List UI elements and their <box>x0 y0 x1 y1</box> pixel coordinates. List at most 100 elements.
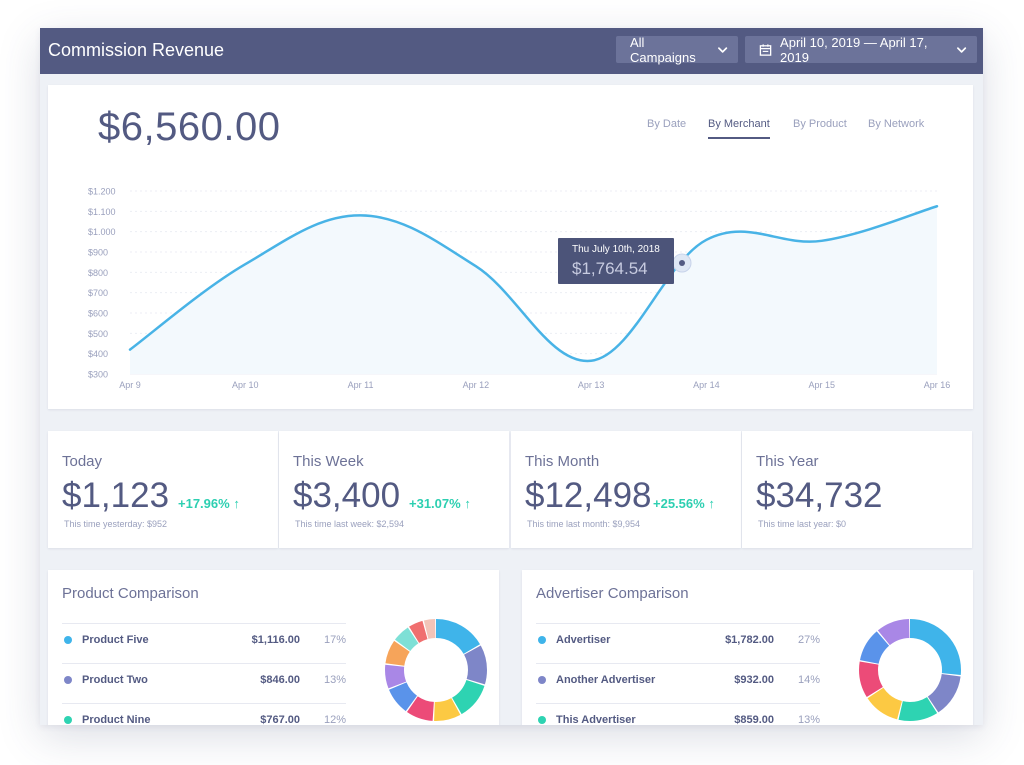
campaigns-dropdown-label: All Campaigns <box>630 34 696 65</box>
item-percent: 14% <box>797 674 820 686</box>
y-tick-label: $600 <box>88 309 108 319</box>
area-fill <box>130 206 937 374</box>
x-tick-label: Apr 9 <box>119 380 141 390</box>
arrow-up-icon: ↑ <box>708 496 715 511</box>
y-tick-label: $1.100 <box>88 207 116 217</box>
x-tick-label: Apr 16 <box>924 380 951 390</box>
tooltip-value: $1,764.54 <box>572 259 648 278</box>
item-amount: $846.00 <box>260 674 300 686</box>
legend-dot <box>538 676 546 684</box>
page-title: Commission Revenue <box>48 40 225 60</box>
chevron-down-icon <box>717 46 727 53</box>
x-tick-label: Apr 11 <box>348 380 374 390</box>
donut-segment[interactable] <box>859 619 961 721</box>
donut-segment[interactable] <box>385 619 487 721</box>
stat-label: This Month <box>525 453 600 470</box>
tab-by-network[interactable]: By Network <box>868 118 925 130</box>
legend-dot <box>64 636 72 644</box>
period-stats: Today $1,123 +17.96% ↑ This time yesterd… <box>48 431 973 548</box>
item-percent: 12% <box>323 714 346 725</box>
item-percent: 13% <box>323 674 346 686</box>
advertiser-donut-chart <box>859 619 961 721</box>
list-item[interactable]: Product Nine $767.00 12% <box>62 703 346 725</box>
stat-comparison: This time last year: $0 <box>758 519 847 529</box>
stat-card-this-month: This Month $12,498 +25.56% ↑ This time l… <box>511 431 741 548</box>
item-name: This Advertiser <box>556 714 636 725</box>
donut-segment[interactable] <box>859 619 961 721</box>
stat-label: This Week <box>293 453 364 470</box>
list-item[interactable]: Advertiser $1,782.00 27% <box>536 623 820 663</box>
stat-comparison: This time last week: $2,594 <box>295 519 405 529</box>
tab-by-merchant[interactable]: By Merchant <box>708 118 770 130</box>
product-comparison-card: Product Comparison Product Five $1,116.0… <box>48 570 499 725</box>
stat-change: +31.07% ↑ <box>409 496 471 511</box>
product-donut-chart <box>385 619 487 721</box>
y-tick-label: $800 <box>88 268 108 278</box>
item-name: Another Advertiser <box>556 674 656 686</box>
arrow-up-icon: ↑ <box>233 496 240 511</box>
stat-value: $34,732 <box>756 476 883 515</box>
campaigns-dropdown[interactable]: All Campaigns <box>616 34 738 65</box>
list-item[interactable]: This Advertiser $859.00 13% <box>536 703 820 725</box>
item-amount: $1,782.00 <box>725 634 774 646</box>
advertiser-list: Advertiser $1,782.00 27% Another Adverti… <box>536 623 820 725</box>
stat-card-today: Today $1,123 +17.96% ↑ This time yesterd… <box>48 431 278 548</box>
item-amount: $932.00 <box>734 674 774 686</box>
donut-segment[interactable] <box>385 619 487 721</box>
tab-by-date[interactable]: By Date <box>647 118 687 130</box>
y-tick-label: $400 <box>88 349 108 359</box>
stat-value: $1,123 <box>62 476 170 515</box>
item-amount: $859.00 <box>734 714 774 725</box>
product-list: Product Five $1,116.00 17% Product Two $… <box>62 623 346 725</box>
stat-value: $3,400 <box>293 476 401 515</box>
y-tick-label: $1.000 <box>88 227 116 237</box>
top-bar: Commission Revenue All Campaigns April 1… <box>40 28 983 74</box>
stat-value: $12,498 <box>525 476 652 515</box>
list-item[interactable]: Product Five $1,116.00 17% <box>62 623 346 663</box>
active-tab-indicator <box>708 137 770 139</box>
x-tick-label: Apr 13 <box>578 380 605 390</box>
x-tick-label: Apr 10 <box>232 380 259 390</box>
legend-dot <box>64 676 72 684</box>
donut-segment[interactable] <box>385 619 487 721</box>
dashboard-window: Commission Revenue All Campaigns April 1… <box>40 28 983 725</box>
stat-label: This Year <box>756 453 819 470</box>
stat-change: +25.56% ↑ <box>653 496 715 511</box>
donut-segment[interactable] <box>859 619 961 721</box>
chevron-down-icon <box>956 46 966 53</box>
stat-label: Today <box>62 453 103 470</box>
item-percent: 27% <box>797 634 820 646</box>
item-percent: 13% <box>797 714 820 725</box>
revenue-chart-card: $6,560.00 By Date By Merchant By Product… <box>48 85 973 409</box>
grouping-tabs: By Date By Merchant By Product By Networ… <box>48 118 973 140</box>
y-tick-label: $1.200 <box>88 187 116 197</box>
calendar-icon <box>759 43 772 56</box>
legend-dot <box>538 636 546 644</box>
date-range-label: April 10, 2019 — April 17, 2019 <box>780 34 928 65</box>
advertiser-comparison-card: Advertiser Comparison Advertiser $1,782.… <box>522 570 973 725</box>
item-percent: 17% <box>323 634 346 646</box>
list-item[interactable]: Another Advertiser $932.00 14% <box>536 663 820 703</box>
stat-card-this-week: This Week $3,400 +31.07% ↑ This time las… <box>279 431 509 548</box>
date-range-picker[interactable]: April 10, 2019 — April 17, 2019 <box>745 34 977 65</box>
tab-by-product[interactable]: By Product <box>793 118 847 130</box>
item-amount: $767.00 <box>260 714 300 725</box>
y-tick-label: $900 <box>88 248 108 258</box>
donut-segment[interactable] <box>385 619 487 721</box>
item-name: Product Two <box>82 674 148 686</box>
stat-comparison: This time last month: $9,954 <box>527 519 641 529</box>
arrow-up-icon: ↑ <box>464 496 471 511</box>
item-amount: $1,116.00 <box>251 634 300 646</box>
card-title: Product Comparison <box>62 585 199 602</box>
y-tick-label: $300 <box>88 370 108 380</box>
item-name: Product Nine <box>82 714 151 725</box>
revenue-line-chart: $1.200 $1.100 $1.000 $900 $800 $700 $600 $500 $4… <box>88 187 951 391</box>
tooltip-date: Thu July 10th, 2018 <box>572 244 660 255</box>
y-tick-label: $500 <box>88 329 108 339</box>
stat-card-this-year: This Year $34,732 This time last year: $… <box>742 431 972 548</box>
card-title: Advertiser Comparison <box>536 585 689 602</box>
x-tick-label: Apr 14 <box>693 380 720 390</box>
x-tick-label: Apr 15 <box>808 380 835 390</box>
list-item[interactable]: Product Two $846.00 13% <box>62 663 346 703</box>
series-line <box>128 205 939 363</box>
